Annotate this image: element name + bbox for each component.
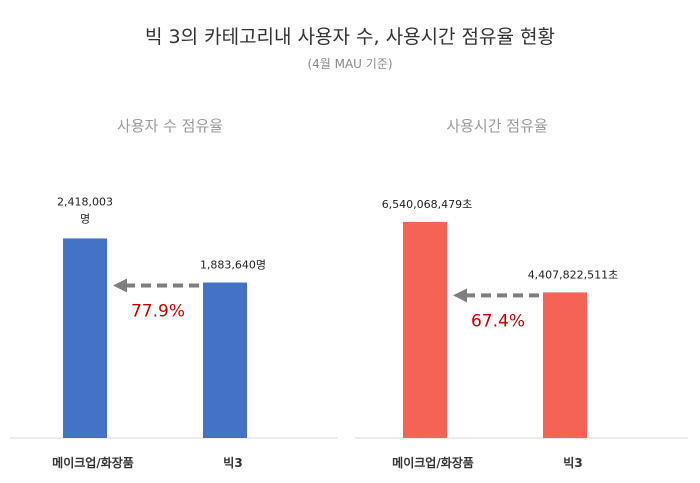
chart2-bar-2 [543, 292, 587, 438]
chart1-category-label-1: 메이크업/화장품 [52, 455, 134, 470]
chart1-bar-2 [203, 282, 247, 438]
chart1-bar-1 [63, 238, 107, 438]
chart1-value-label-2: 1,883,640명 [200, 259, 266, 272]
chart1-value-label-1: 2,418,003 [57, 195, 113, 208]
chart1-title: 사용자 수 점유율 [117, 117, 223, 135]
chart2-category-label-1: 메이크업/화장품 [392, 455, 474, 470]
chart-subtitle: (4월 MAU 기준) [307, 57, 393, 71]
chart1-share-arrow-head [113, 278, 127, 293]
chart2-title: 사용시간 점유율 [446, 117, 547, 135]
chart2-share-label: 67.4% [471, 311, 525, 331]
chart1-category-label-2: 빅3 [223, 456, 242, 470]
chart1-value-unit-1: 명 [80, 212, 90, 225]
chart-title: 빅 3의 카테고리내 사용자 수, 사용시간 점유율 현황 [144, 26, 555, 48]
chart2-value-label-1: 6,540,068,479초 [382, 198, 473, 211]
chart2-bar-1 [403, 221, 447, 438]
chart2-share-arrow-head [453, 288, 467, 303]
chart2-value-label-2: 4,407,822,511초 [528, 268, 619, 281]
chart1-share-label: 77.9% [131, 302, 185, 322]
chart2-category-label-2: 빅3 [563, 456, 582, 470]
